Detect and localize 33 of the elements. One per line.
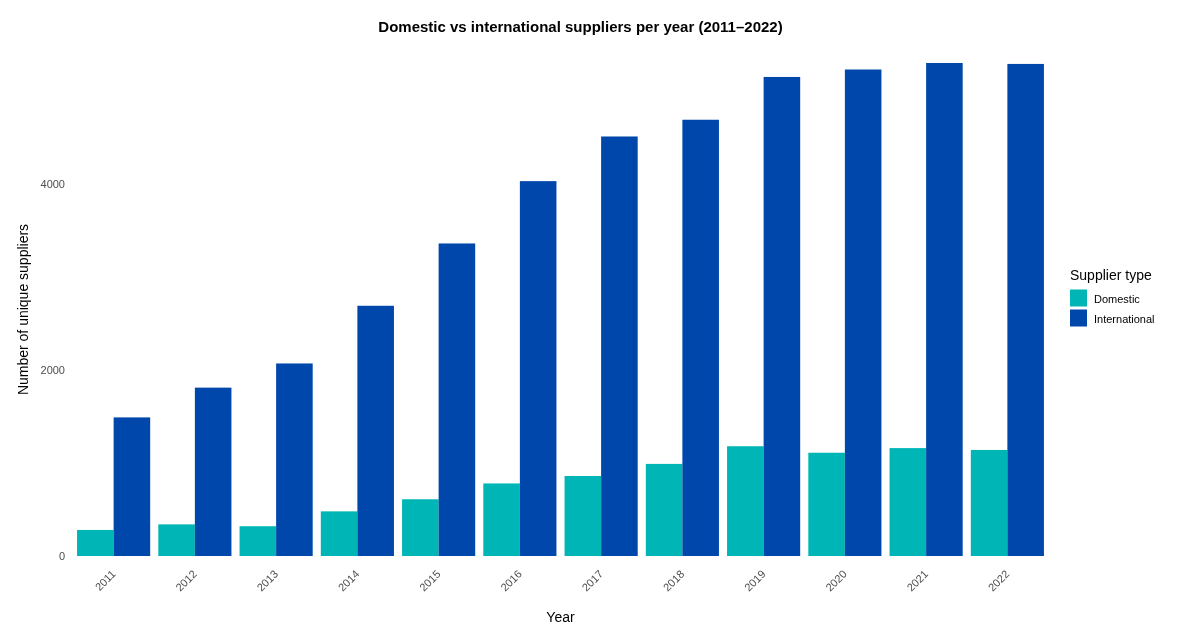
bar (970, 449, 1008, 556)
bar (239, 526, 277, 556)
legend-title: Supplier type (1070, 266, 1152, 283)
y-tick-label: 4000 (40, 177, 65, 190)
bar (763, 76, 801, 556)
bar (1007, 63, 1044, 556)
bar (158, 524, 195, 556)
legend-label: Domestic (1094, 292, 1141, 305)
bar (564, 476, 602, 556)
legend-label: International (1094, 312, 1155, 325)
bar (926, 63, 963, 556)
x-axis-title: Year (546, 609, 575, 625)
bar (808, 452, 845, 556)
bar (113, 417, 151, 556)
chart-title: Domestic vs international suppliers per year (2011–2022) (378, 18, 783, 35)
bar (402, 499, 439, 556)
bar (889, 448, 927, 556)
bar (194, 387, 232, 556)
bar (645, 463, 683, 556)
bar (276, 363, 313, 556)
bar (519, 181, 557, 556)
bar (727, 446, 764, 556)
bar (438, 243, 476, 556)
bar (682, 119, 719, 556)
bar (357, 305, 394, 556)
y-axis-title: Number of unique suppliers (15, 223, 31, 396)
y-tick-label: 0 (58, 550, 65, 562)
bar (844, 69, 882, 556)
bar (601, 136, 638, 556)
y-tick-label: 2000 (40, 363, 65, 376)
bar (320, 511, 358, 556)
bar (483, 483, 520, 556)
bar (77, 529, 114, 556)
